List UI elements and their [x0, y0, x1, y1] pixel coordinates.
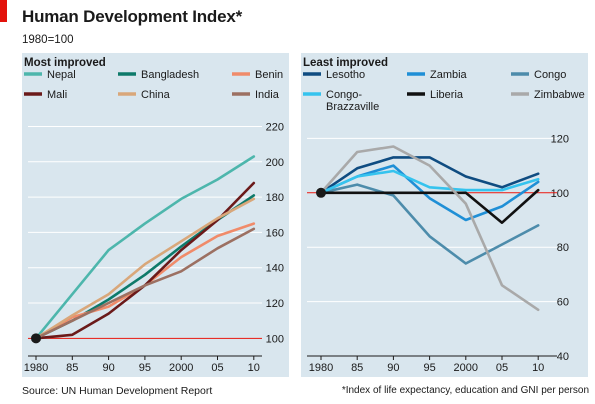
panel-title: Most improved: [24, 57, 106, 69]
y-tick-label: 140: [266, 263, 284, 275]
y-tick-label: 60: [557, 297, 569, 309]
series-line-china: [34, 197, 256, 340]
y-tick-label: 100: [266, 333, 284, 345]
series-line-mali: [34, 181, 256, 340]
series-line-lesotho: [319, 156, 540, 195]
red-corner-tag: [0, 0, 7, 22]
x-tick-label: 2000: [454, 362, 478, 374]
y-tick-label: 220: [266, 122, 284, 134]
series-line-congo: [319, 183, 540, 265]
x-tick-label: 05: [496, 362, 508, 374]
legend-label-congo-brazzaville: Congo-Brazzaville: [326, 89, 379, 113]
series-line-congo-brazzaville: [319, 169, 540, 195]
legend-label-lesotho: Lesotho: [326, 69, 365, 81]
x-tick-label: 1980: [309, 362, 333, 374]
x-tick-label: 90: [387, 362, 399, 374]
y-tick-label: 40: [557, 351, 569, 363]
legend-label-congo: Congo: [534, 69, 566, 81]
x-tick-label: 95: [423, 362, 435, 374]
y-tick-label: 120: [266, 298, 284, 310]
legend-label-china: China: [141, 89, 171, 101]
legend-label-liberia: Liberia: [430, 89, 464, 101]
x-tick-label: 95: [139, 362, 151, 374]
legend-label-mali: Mali: [47, 89, 67, 101]
legend-label-india: India: [255, 89, 280, 101]
x-tick-label: 10: [532, 362, 544, 374]
least-improved-panel: Least improved Lesotho Zambia Congo Congo-Br…: [301, 53, 588, 377]
legend-label-bangladesh: Bangladesh: [141, 69, 199, 81]
most-improved-panel: Most improved Nepal Bangladesh Benin Mali Chi…: [22, 53, 289, 377]
origin-marker: [31, 333, 41, 344]
y-tick-label: 120: [551, 133, 569, 145]
series-line-nepal: [34, 155, 256, 340]
y-tick-label: 160: [266, 227, 284, 239]
footnote: *Index of life expectancy, education and…: [341, 385, 589, 396]
series-line-zimbabwe: [319, 145, 540, 312]
x-tick-label: 85: [351, 362, 363, 374]
source-note: Source: UN Human Development Report: [22, 385, 213, 397]
x-tick-label: 90: [102, 362, 114, 374]
y-tick-label: 180: [266, 192, 284, 204]
y-tick-label: 200: [266, 157, 284, 169]
y-tick-label: 80: [557, 242, 569, 254]
origin-marker: [316, 187, 326, 198]
chart-subtitle: 1980=100: [22, 34, 74, 46]
chart-title: Human Development Index*: [22, 7, 243, 26]
x-tick-label: 85: [66, 362, 78, 374]
legend-label-nepal: Nepal: [47, 69, 76, 81]
x-tick-label: 05: [211, 362, 223, 374]
y-tick-label: 100: [551, 188, 569, 200]
series-line-india: [34, 227, 256, 340]
panel-title: Least improved: [303, 57, 388, 69]
legend-label-zimbabwe: Zimbabwe: [534, 89, 585, 101]
x-tick-label: 10: [248, 362, 260, 374]
legend-label-benin: Benin: [255, 69, 283, 81]
x-tick-label: 2000: [169, 362, 193, 374]
legend-label-zambia: Zambia: [430, 69, 468, 81]
x-tick-label: 1980: [24, 362, 48, 374]
series-line-liberia: [319, 188, 540, 224]
